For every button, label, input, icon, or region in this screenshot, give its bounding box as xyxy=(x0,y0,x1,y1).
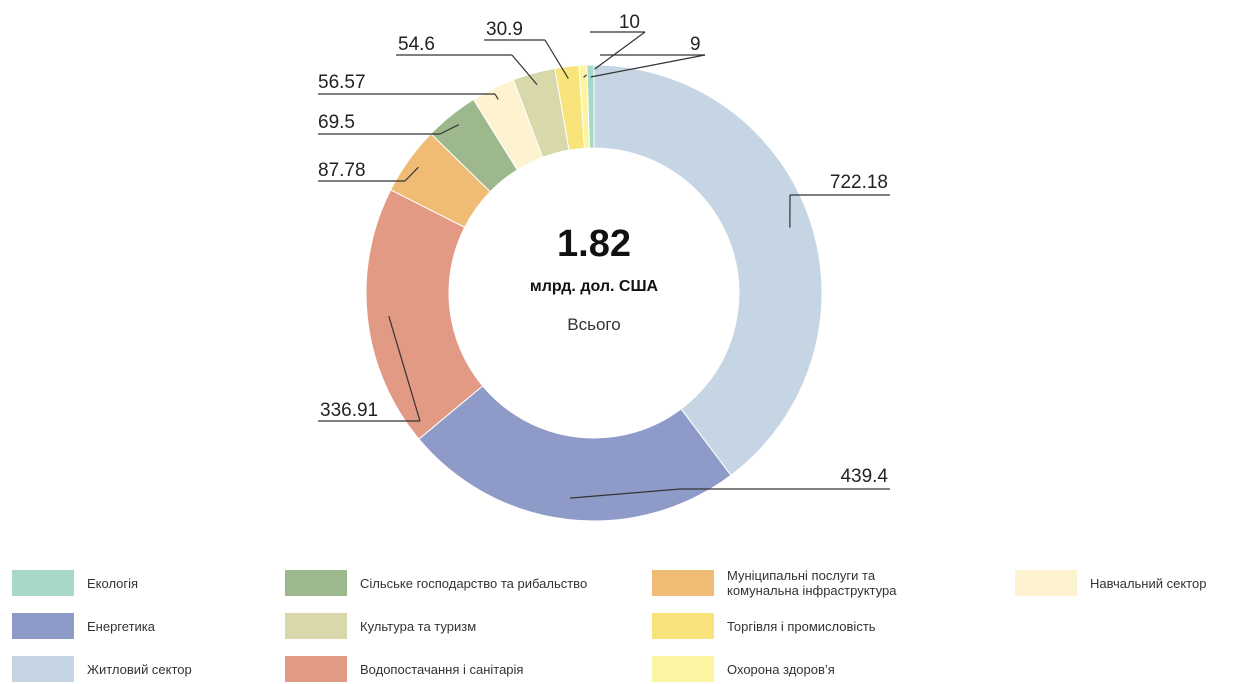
leader-line xyxy=(511,54,538,86)
value-label: 9 xyxy=(690,34,701,55)
leader-line xyxy=(590,54,706,78)
legend-swatch xyxy=(285,656,347,682)
value-label: 439.4 xyxy=(840,466,888,487)
legend-item: Сільське господарство та рибальство xyxy=(285,570,630,596)
legend-swatch xyxy=(652,570,714,596)
leader-line xyxy=(439,124,459,135)
legend-swatch xyxy=(285,613,347,639)
legend-label: Торгівля і промисловість xyxy=(727,618,876,634)
legend-label: Енергетика xyxy=(87,618,155,634)
center-unit: млрд. дол. США xyxy=(530,278,659,295)
legend-item: Водопостачання і санітарія xyxy=(285,656,630,682)
leader-line xyxy=(494,93,499,100)
legend-swatch xyxy=(285,570,347,596)
value-label: 56.57 xyxy=(318,72,366,93)
value-label: 722.18 xyxy=(830,172,888,193)
legend-label: Навчальний сектор xyxy=(1090,575,1207,591)
leader-line xyxy=(570,488,681,499)
legend-label: Екологія xyxy=(87,575,139,591)
donut-slice xyxy=(365,189,484,440)
legend-label: Сільське господарство та рибальство xyxy=(360,575,588,591)
leader-line xyxy=(544,39,569,79)
value-label: 336.91 xyxy=(320,400,378,421)
value-label: 10 xyxy=(619,12,640,33)
legend-item: Муніципальні послуги та комунальна інфра… xyxy=(652,568,917,598)
value-label: 69.5 xyxy=(318,112,355,133)
center-value: 1.82 xyxy=(557,223,631,265)
leader-line xyxy=(388,316,421,422)
legend-swatch xyxy=(652,656,714,682)
legend-swatch xyxy=(12,656,74,682)
legend-item: Охорона здоров’я xyxy=(652,656,917,682)
legend-item: Екологія xyxy=(12,570,267,596)
legend-label: Житловий сектор xyxy=(87,661,192,677)
legend-item: Житловий сектор xyxy=(12,656,267,682)
donut-slice xyxy=(593,64,823,477)
center-label: Всього xyxy=(567,315,620,334)
leader-line xyxy=(404,166,419,182)
legend-item: Торгівля і промисловість xyxy=(652,613,917,639)
legend-label: Охорона здоров’я xyxy=(727,661,835,677)
legend-label: Муніципальні послуги та комунальна інфра… xyxy=(727,568,897,598)
legend-label: Культура та туризм xyxy=(360,618,477,634)
legend-label: Водопостачання і санітарія xyxy=(360,661,524,677)
legend-item: Навчальний сектор xyxy=(1015,570,1230,596)
legend-item: Культура та туризм xyxy=(285,613,630,639)
value-label: 87.78 xyxy=(318,160,366,181)
legend-swatch xyxy=(12,613,74,639)
legend-swatch xyxy=(1015,570,1077,596)
donut-slice xyxy=(586,64,595,149)
legend-swatch xyxy=(652,613,714,639)
legend-item: Енергетика xyxy=(12,613,267,639)
value-label: 30.9 xyxy=(486,19,523,40)
value-label: 54.6 xyxy=(398,34,435,55)
donut-slice xyxy=(418,385,732,522)
legend-swatch xyxy=(12,570,74,596)
